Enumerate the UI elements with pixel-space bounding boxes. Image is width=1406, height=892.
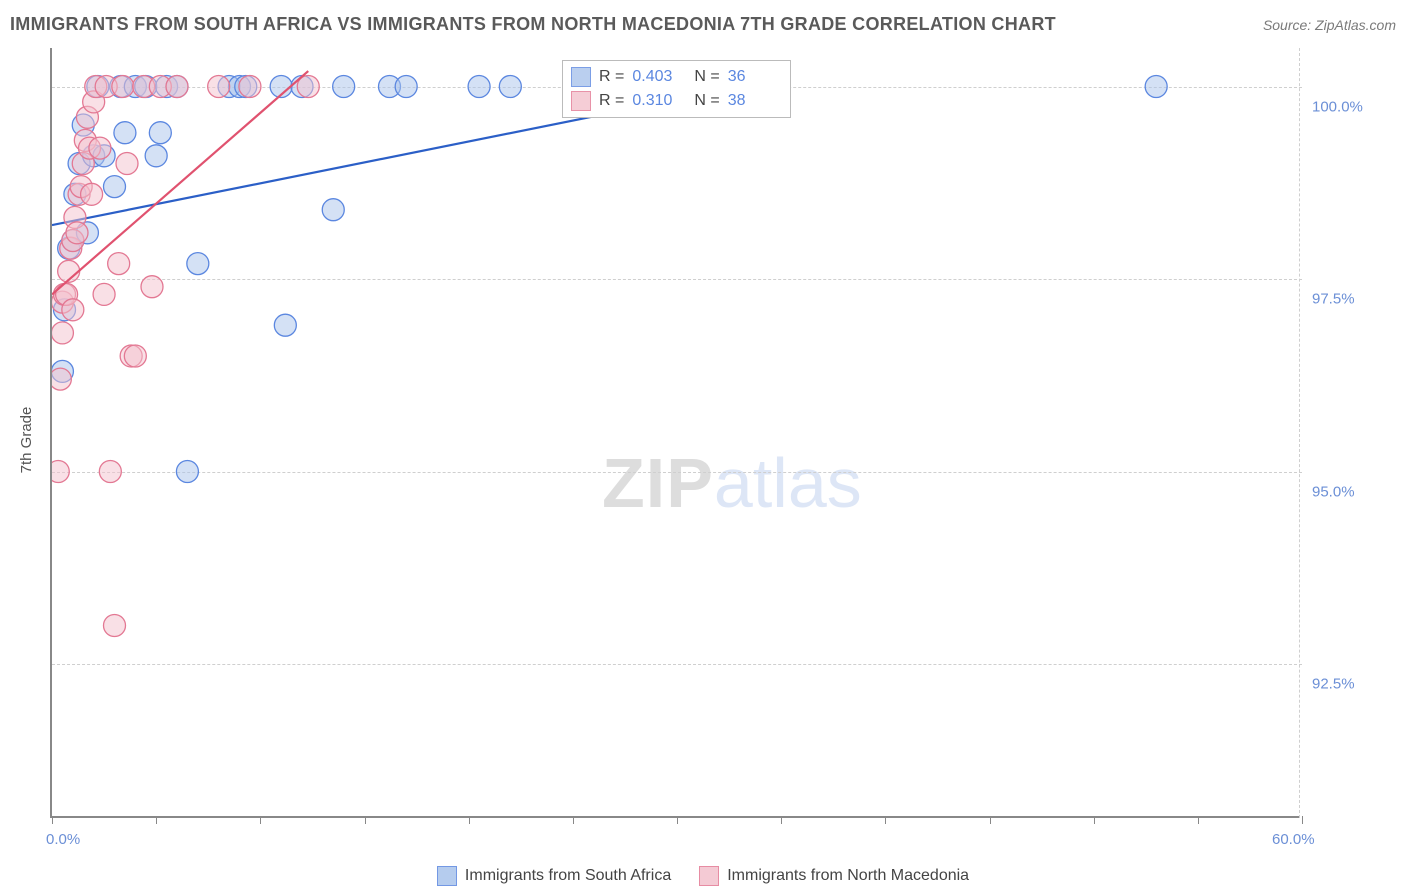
source-attribution: Source: ZipAtlas.com — [1263, 17, 1396, 33]
data-point — [52, 368, 71, 390]
data-point — [395, 76, 417, 98]
data-point — [499, 76, 521, 98]
r-label: R = — [599, 68, 624, 86]
legend-item: Immigrants from South Africa — [437, 866, 671, 886]
y-tick-label: 100.0% — [1312, 98, 1363, 115]
data-point — [333, 76, 355, 98]
r-label: R = — [599, 92, 624, 110]
stats-row: R = 0.403 N = 36 — [571, 65, 782, 89]
source-prefix: Source: — [1263, 17, 1315, 33]
legend-label: Immigrants from South Africa — [465, 867, 671, 885]
legend-label: Immigrants from North Macedonia — [727, 867, 969, 885]
data-point — [112, 76, 134, 98]
legend-swatch — [437, 866, 457, 886]
source-name: ZipAtlas.com — [1315, 17, 1396, 33]
chart-title: IMMIGRANTS FROM SOUTH AFRICA VS IMMIGRAN… — [10, 14, 1056, 35]
data-point — [208, 76, 230, 98]
data-point — [116, 153, 138, 175]
data-point — [99, 461, 121, 483]
series-legend: Immigrants from South Africa Immigrants f… — [0, 866, 1406, 886]
data-point — [52, 322, 73, 344]
data-point — [108, 253, 130, 275]
legend-swatch — [571, 67, 591, 87]
scatter-plot-area: ZIPatlas 92.5%95.0%97.5%100.0%0.0%60.0%R… — [50, 48, 1300, 818]
data-point — [104, 176, 126, 198]
data-point — [114, 122, 136, 144]
data-point — [149, 122, 171, 144]
n-value: 38 — [728, 92, 782, 110]
data-point — [66, 222, 88, 244]
data-point — [187, 253, 209, 275]
y-tick-label: 92.5% — [1312, 676, 1355, 693]
data-point — [145, 145, 167, 167]
n-label: N = — [694, 92, 719, 110]
data-point — [81, 183, 103, 205]
n-label: N = — [694, 68, 719, 86]
x-tick-label: 60.0% — [1272, 831, 1315, 848]
data-point — [93, 283, 115, 305]
data-point — [89, 137, 111, 159]
data-point — [274, 314, 296, 336]
chart-header: IMMIGRANTS FROM SOUTH AFRICA VS IMMIGRAN… — [10, 14, 1396, 35]
data-point — [104, 615, 126, 637]
n-value: 36 — [728, 68, 782, 86]
data-point — [124, 345, 146, 367]
data-point — [468, 76, 490, 98]
legend-swatch — [571, 91, 591, 111]
data-point — [141, 276, 163, 298]
data-point — [322, 199, 344, 221]
data-point — [62, 299, 84, 321]
legend-item: Immigrants from North Macedonia — [699, 866, 969, 886]
data-point — [176, 461, 198, 483]
data-point — [239, 76, 261, 98]
y-tick-label: 97.5% — [1312, 291, 1355, 308]
stats-row: R = 0.310 N = 38 — [571, 89, 782, 113]
correlation-stats-box: R = 0.403 N = 36 R = 0.310 N = 38 — [562, 60, 791, 118]
data-point — [1145, 76, 1167, 98]
x-tick — [1302, 816, 1303, 824]
data-point — [52, 461, 69, 483]
r-value: 0.403 — [632, 68, 686, 86]
y-axis-label: 7th Grade — [18, 407, 35, 474]
legend-swatch — [699, 866, 719, 886]
x-tick-label: 0.0% — [46, 831, 80, 848]
r-value: 0.310 — [632, 92, 686, 110]
plot-svg — [52, 48, 1302, 818]
data-point — [166, 76, 188, 98]
y-tick-label: 95.0% — [1312, 483, 1355, 500]
